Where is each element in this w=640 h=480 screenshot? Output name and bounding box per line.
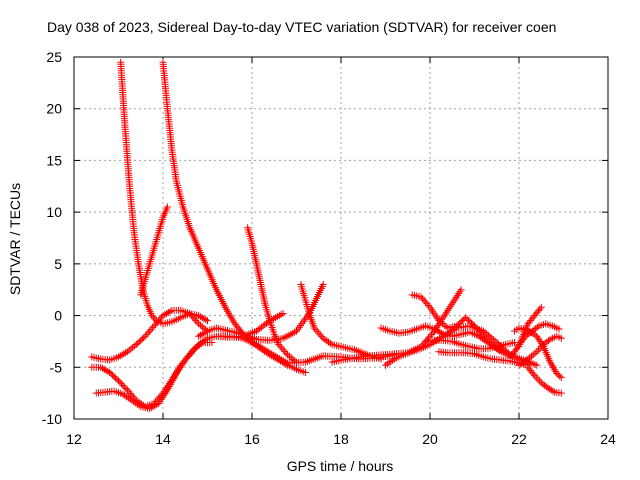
series-arc-19 [515, 303, 545, 351]
y-tick-label: 20 [46, 101, 62, 117]
series-arc-1 [117, 58, 211, 328]
series-arc-21 [515, 332, 565, 369]
series-arc-16 [422, 336, 518, 353]
series-arc-14 [377, 322, 510, 357]
series-arc-4 [88, 306, 211, 364]
series-markers [117, 58, 211, 328]
series-markers [217, 332, 398, 367]
series-markers [515, 303, 545, 351]
series-markers [422, 336, 518, 353]
series-arc-2 [159, 58, 309, 376]
y-tick-label: -5 [50, 359, 63, 375]
chart-title: Day 038 of 2023, Sidereal Day-to-day VTE… [47, 19, 556, 35]
x-tick-label: 20 [422, 431, 438, 447]
y-tick-label: 10 [46, 204, 62, 220]
series-markers [515, 332, 565, 369]
x-tick-label: 18 [333, 431, 349, 447]
y-tick-label: 5 [54, 256, 62, 272]
data-markers [88, 58, 565, 413]
x-tick-label: 24 [600, 431, 616, 447]
y-tick-label: 25 [46, 49, 62, 65]
x-tick-label: 12 [66, 431, 82, 447]
series-arc-3 [137, 203, 171, 299]
series-markers [137, 203, 171, 299]
y-axis-label: SDTVAR / TECUs [7, 183, 23, 295]
plot-frame [73, 56, 609, 420]
series-arc-6 [92, 339, 216, 413]
y-tick-label: -10 [42, 411, 62, 427]
x-axis-label: GPS time / hours [287, 458, 394, 474]
series-markers [377, 322, 510, 357]
series-markers [88, 306, 211, 364]
series-markers [159, 58, 309, 376]
tick-labels: 12 14 16 18 20 22 24 -10 -5 0 5 10 15 20 25 [42, 49, 616, 447]
series-markers [92, 339, 216, 413]
series-arc-20 [524, 363, 565, 397]
y-tick-label: 15 [46, 152, 62, 168]
series-arc-10 [217, 332, 398, 367]
x-tick-label: 22 [511, 431, 527, 447]
y-tick-label: 0 [54, 308, 62, 324]
x-tick-label: 16 [244, 431, 260, 447]
x-tick-label: 14 [155, 431, 171, 447]
series-markers [524, 363, 565, 397]
